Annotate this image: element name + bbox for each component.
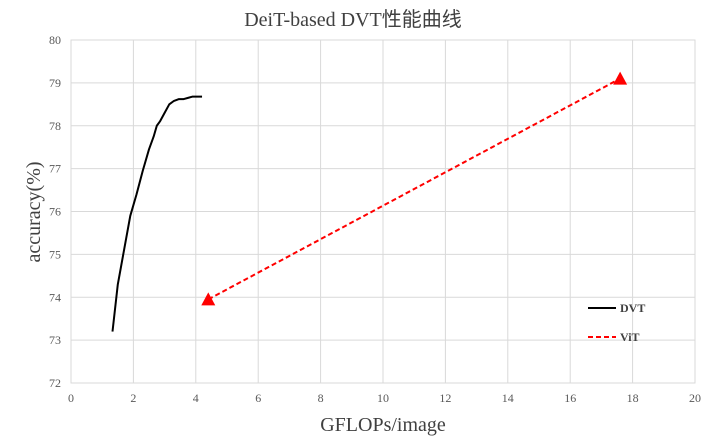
legend: DVT ViT bbox=[588, 301, 645, 344]
y-tick-label: 75 bbox=[49, 247, 61, 261]
y-tick-label: 72 bbox=[49, 376, 61, 390]
series-line-dvt bbox=[111, 95, 203, 332]
series-point-vit bbox=[201, 292, 216, 306]
x-tick-label: 12 bbox=[439, 391, 451, 405]
x-tick-label: 20 bbox=[689, 391, 701, 405]
plot-frame bbox=[70, 39, 696, 384]
x-tick-labels: 0 2 4 6 8 10 12 14 16 18 20 bbox=[68, 391, 701, 405]
y-tick-label: 74 bbox=[49, 290, 61, 304]
y-tick-label: 73 bbox=[49, 333, 61, 347]
series-group bbox=[111, 71, 628, 332]
x-axis-title: GFLOPs/image bbox=[320, 414, 446, 436]
y-tick-label: 80 bbox=[49, 33, 61, 47]
legend-label-vit: ViT bbox=[620, 330, 640, 344]
y-tick-label: 77 bbox=[49, 162, 61, 176]
x-tick-label: 16 bbox=[564, 391, 576, 405]
y-tick-labels: 72 73 74 75 76 77 78 79 80 bbox=[49, 33, 61, 390]
x-tick-label: 2 bbox=[130, 391, 136, 405]
x-tick-label: 10 bbox=[377, 391, 389, 405]
x-tick-label: 0 bbox=[68, 391, 74, 405]
series-line-vit bbox=[207, 77, 621, 301]
chart-title: DeiT-based DVT性能曲线 bbox=[244, 8, 462, 31]
x-tick-label: 8 bbox=[318, 391, 324, 405]
y-tick-label: 76 bbox=[49, 205, 61, 219]
x-tick-label: 4 bbox=[193, 391, 199, 405]
x-tick-label: 6 bbox=[255, 391, 261, 405]
y-axis-title: accuracy(%) bbox=[23, 161, 45, 262]
x-tick-label: 18 bbox=[627, 391, 639, 405]
series-point-vit bbox=[613, 71, 628, 85]
y-tick-label: 78 bbox=[49, 119, 61, 133]
legend-label-dvt: DVT bbox=[620, 301, 645, 315]
x-tick-label: 14 bbox=[502, 391, 514, 405]
y-tick-label: 79 bbox=[49, 76, 61, 90]
